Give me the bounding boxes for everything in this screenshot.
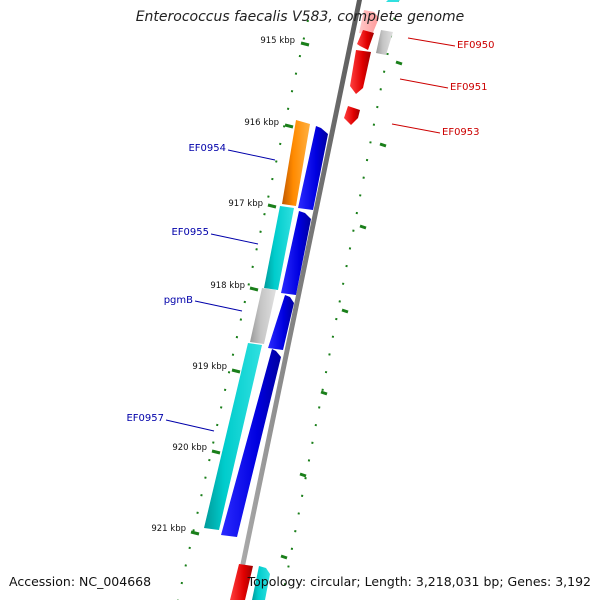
tick-label: 918 kbp	[210, 281, 245, 291]
gene-label-ef0955[interactable]: EF0955	[171, 227, 209, 238]
forward-gene-labels: EF0954 EF0955 pgmB EF0957	[126, 143, 226, 424]
forward-gene-leaders	[165, 149, 276, 432]
tick-mark-920	[211, 449, 221, 455]
tick-mark-921	[190, 530, 200, 536]
tick-mark-outer-5	[299, 472, 307, 478]
gene-cyan-ef0957[interactable]	[204, 343, 262, 530]
tick-mark-917	[267, 203, 277, 209]
gene-gray-small[interactable]	[376, 30, 393, 55]
genome-summary-text: Topology: circular; Length: 3,218,031 bp…	[247, 574, 591, 589]
gene-gray-pgmb[interactable]	[250, 288, 276, 344]
gene-blue-1[interactable]	[298, 126, 328, 210]
reverse-gene-leaders	[391, 37, 456, 134]
tick-label: 917 kbp	[228, 199, 263, 209]
gene-red-bottom[interactable]	[230, 564, 253, 600]
gene-red-ef0951[interactable]	[350, 50, 371, 94]
gene-label-ef0953[interactable]: EF0953	[442, 127, 480, 138]
gene-blue-3[interactable]	[268, 295, 294, 350]
gene-orange-ef0954[interactable]	[282, 120, 310, 206]
gene-label-ef0954[interactable]: EF0954	[188, 143, 226, 154]
gene-red-ef0950[interactable]	[357, 30, 374, 50]
tick-mark-outer-3	[341, 308, 349, 314]
accession-text: Accession: NC_004668	[9, 574, 152, 589]
gene-pink[interactable]	[359, 10, 379, 35]
tick-label: 921 kbp	[151, 524, 186, 534]
gene-label-ef0950[interactable]: EF0950	[457, 40, 495, 51]
tick-mark-outer-1	[379, 142, 387, 148]
gene-red-ef0953[interactable]	[344, 106, 360, 125]
reverse-strand-genes	[230, 0, 400, 600]
reverse-gene-labels: EF0950 EF0951 EF0953	[442, 40, 495, 138]
gene-cyan-ef0955[interactable]	[264, 206, 294, 290]
gene-blue-4[interactable]	[221, 349, 281, 537]
tick-mark-918	[249, 286, 259, 292]
gene-label-ef0951[interactable]: EF0951	[450, 82, 488, 93]
tick-mark-919	[231, 368, 241, 374]
genome-backbone	[233, 0, 362, 600]
tick-mark-outer-6	[280, 554, 288, 560]
tick-labels: 915 kbp 916 kbp 917 kbp 918 kbp 919 kbp …	[151, 36, 295, 534]
gene-cyan-top[interactable]	[386, 0, 400, 2]
gene-label-pgmb[interactable]: pgmB	[164, 295, 193, 306]
forward-strand-genes	[204, 120, 328, 537]
tick-label: 915 kbp	[260, 36, 295, 46]
tick-mark-outer-2	[359, 224, 367, 230]
tick-label: 916 kbp	[244, 118, 279, 128]
major-ticks	[190, 41, 403, 560]
gene-cyan-bottom[interactable]	[252, 566, 270, 600]
gene-label-ef0957[interactable]: EF0957	[126, 413, 164, 424]
tick-mark-916	[284, 123, 294, 129]
tick-mark-outer-4	[320, 390, 328, 396]
tick-label: 920 kbp	[172, 443, 207, 453]
tick-mark-915	[300, 41, 310, 47]
tick-mark-outer-0	[395, 60, 403, 66]
tick-label: 919 kbp	[192, 362, 227, 372]
map-title: Enterococcus faecalis V583, complete gen…	[135, 9, 465, 25]
gene-blue-2[interactable]	[281, 211, 311, 295]
